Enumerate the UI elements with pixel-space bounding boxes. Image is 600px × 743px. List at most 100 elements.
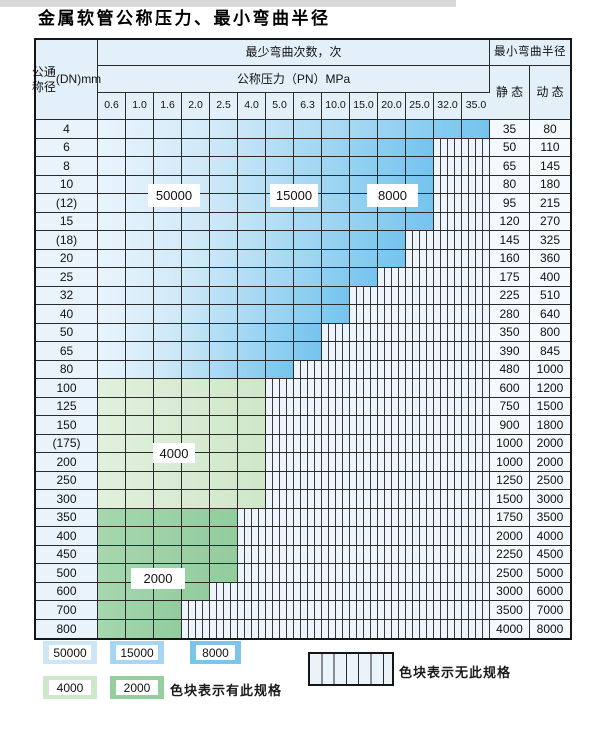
table-row: 250 1250 2500 bbox=[36, 471, 570, 490]
no-spec-hatch bbox=[266, 471, 490, 489]
no-spec-hatch bbox=[266, 453, 490, 471]
pressure-tick: 2.0 bbox=[182, 93, 210, 120]
cycle-label-4000: 4000 bbox=[153, 443, 195, 463]
dn-cell: 25 bbox=[36, 268, 98, 286]
legend-swatch-4000-label: 4000 bbox=[49, 680, 91, 695]
dn-cell: 8 bbox=[36, 157, 98, 175]
legend-swatch-4000: 4000 bbox=[43, 676, 97, 699]
no-spec-hatch bbox=[238, 545, 490, 563]
dn-cell: 700 bbox=[36, 601, 98, 619]
dynamic-radius-value: 4000 bbox=[530, 527, 570, 545]
no-spec-hatch bbox=[182, 619, 490, 638]
static-radius-value: 1500 bbox=[490, 490, 530, 508]
dynamic-radius-value: 3000 bbox=[530, 490, 570, 508]
dynamic-radius-value: 510 bbox=[530, 286, 570, 304]
legend-swatch-15000-label: 15000 bbox=[116, 645, 158, 660]
no-spec-hatch bbox=[294, 360, 490, 378]
rated-band bbox=[98, 157, 434, 175]
rated-band bbox=[98, 305, 350, 323]
pressure-tick: 20.0 bbox=[378, 93, 406, 120]
table-row: 15 120 270 bbox=[36, 212, 570, 231]
cycle-label-8000: 8000 bbox=[367, 184, 418, 207]
rated-band bbox=[98, 323, 322, 341]
rated-band bbox=[98, 360, 294, 378]
rated-band bbox=[98, 120, 490, 138]
table-row: 25 175 400 bbox=[36, 268, 570, 287]
dynamic-radius-value: 4500 bbox=[530, 545, 570, 563]
table-row: 450 2250 4500 bbox=[36, 545, 570, 564]
static-radius-value: 120 bbox=[490, 212, 530, 230]
pressure-tick: 35.0 bbox=[462, 93, 490, 120]
table-row: (175) 1000 2000 bbox=[36, 434, 570, 453]
static-radius-value: 600 bbox=[490, 379, 530, 397]
table-body: 4 35 80 6 50 110 8 65 145 10 80 180 (12) 95 215 15 120 27… bbox=[36, 120, 570, 638]
table-row: 500 2500 5000 bbox=[36, 564, 570, 583]
static-radius-value: 225 bbox=[490, 286, 530, 304]
static-radius-value: 900 bbox=[490, 416, 530, 434]
rated-band bbox=[98, 138, 434, 156]
table-row: 600 3000 6000 bbox=[36, 582, 570, 601]
table-row: 50 350 800 bbox=[36, 323, 570, 342]
table-header: 公称 通径 (DN) mm 最少弯曲次数，次 最小弯曲半径 公称压力（PN）MPa 静… bbox=[32, 40, 570, 120]
no-spec-hatch bbox=[266, 434, 490, 452]
dn-cell: 32 bbox=[36, 286, 98, 304]
dynamic-radius-value: 5000 bbox=[530, 564, 570, 582]
table-row: (18) 145 325 bbox=[36, 231, 570, 250]
table-row: 200 1000 2000 bbox=[36, 453, 570, 472]
static-radius-value: 390 bbox=[490, 342, 530, 360]
no-spec-hatch bbox=[266, 490, 490, 508]
dn-cell: 20 bbox=[36, 249, 98, 267]
pressure-tick: 10.0 bbox=[322, 93, 350, 120]
dynamic-radius-value: 1800 bbox=[530, 416, 570, 434]
dynamic-radius-value: 180 bbox=[530, 175, 570, 193]
dn-cell: 10 bbox=[36, 175, 98, 193]
dynamic-radius-value: 145 bbox=[530, 157, 570, 175]
no-spec-hatch bbox=[350, 286, 490, 304]
table-row: 350 1750 3500 bbox=[36, 508, 570, 527]
legend-swatch-8000: 8000 bbox=[190, 641, 241, 664]
dynamic-radius-value: 2500 bbox=[530, 471, 570, 489]
no-spec-hatch bbox=[238, 527, 490, 545]
static-radius-value: 750 bbox=[490, 397, 530, 415]
dn-cell: 125 bbox=[36, 397, 98, 415]
dn-cell: 600 bbox=[36, 582, 98, 600]
static-radius-value: 1750 bbox=[490, 508, 530, 526]
static-column-header: 静 态 bbox=[490, 66, 530, 120]
legend-no-spec-text: 色块表示无此规格 bbox=[399, 665, 512, 680]
no-spec-hatch bbox=[434, 175, 490, 193]
rated-band bbox=[98, 379, 266, 397]
static-radius-value: 175 bbox=[490, 268, 530, 286]
legend-swatch-2000-label: 2000 bbox=[116, 680, 158, 695]
dn-cell: 300 bbox=[36, 490, 98, 508]
no-spec-hatch bbox=[434, 212, 490, 230]
table-row: 300 1500 3000 bbox=[36, 490, 570, 509]
static-radius-value: 160 bbox=[490, 249, 530, 267]
pressure-tick: 25.0 bbox=[406, 93, 434, 120]
static-radius-value: 2500 bbox=[490, 564, 530, 582]
static-radius-value: 1000 bbox=[490, 453, 530, 471]
no-spec-hatch bbox=[210, 582, 490, 600]
pressure-tick: 1.0 bbox=[126, 93, 154, 120]
table-row: 80 480 1000 bbox=[36, 360, 570, 379]
dynamic-radius-value: 2000 bbox=[530, 453, 570, 471]
table-row: 100 600 1200 bbox=[36, 379, 570, 398]
dynamic-radius-value: 640 bbox=[530, 305, 570, 323]
dn-cell: 40 bbox=[36, 305, 98, 323]
legend-hatch-swatch bbox=[308, 652, 394, 686]
legend-swatch-50000: 50000 bbox=[43, 641, 97, 664]
no-spec-hatch bbox=[350, 305, 490, 323]
rated-band bbox=[98, 471, 266, 489]
scan-top-strip bbox=[0, 0, 456, 7]
dynamic-radius-value: 7000 bbox=[530, 601, 570, 619]
static-radius-value: 2250 bbox=[490, 545, 530, 563]
static-radius-value: 80 bbox=[490, 175, 530, 193]
dn-cell: 150 bbox=[36, 416, 98, 434]
dynamic-radius-value: 270 bbox=[530, 212, 570, 230]
dn-cell: 350 bbox=[36, 508, 98, 526]
rated-band bbox=[98, 601, 182, 619]
legend-swatch-50000-label: 50000 bbox=[49, 645, 91, 660]
table-row: 4 35 80 bbox=[36, 120, 570, 139]
dn-cell: 50 bbox=[36, 323, 98, 341]
dynamic-radius-value: 8000 bbox=[530, 619, 570, 638]
no-spec-hatch bbox=[266, 397, 490, 415]
